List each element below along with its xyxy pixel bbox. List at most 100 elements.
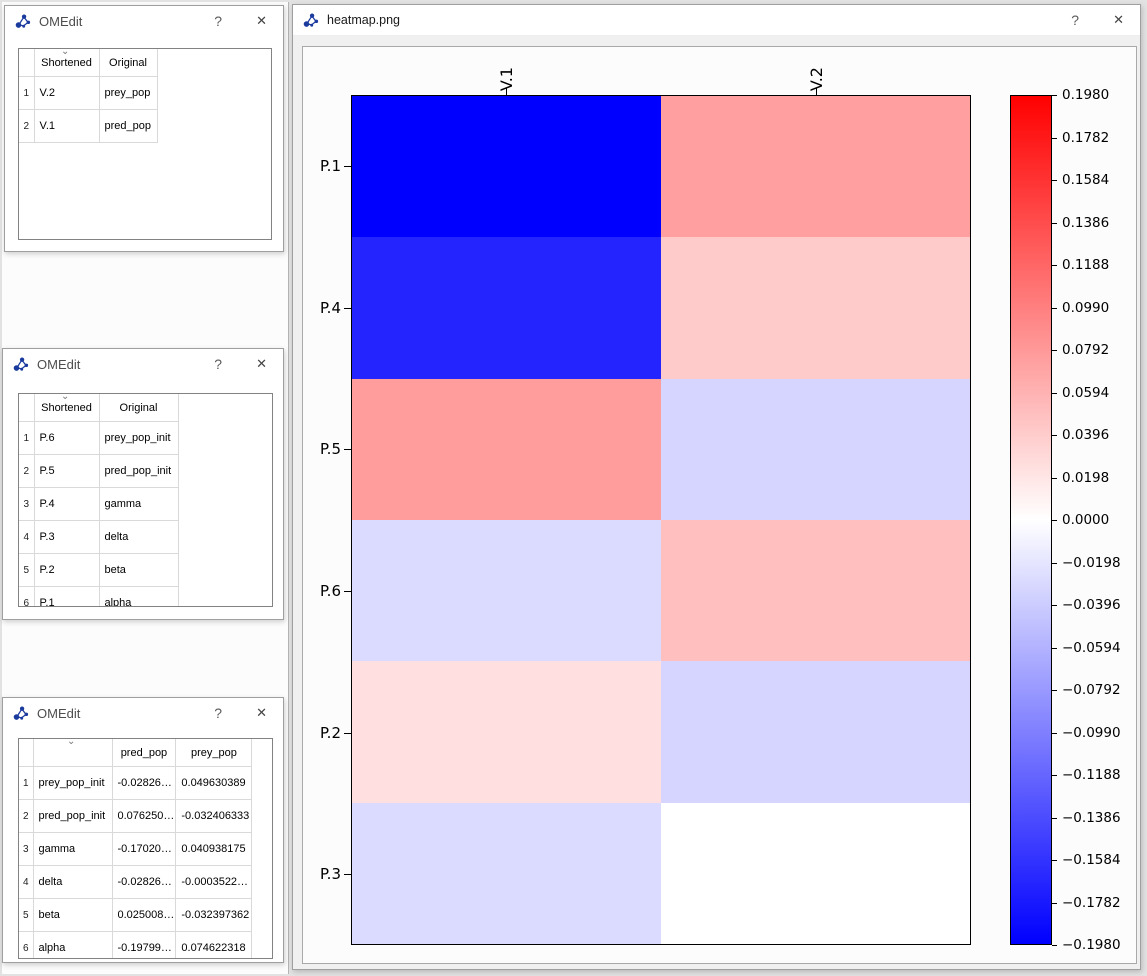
table-cell[interactable]: P.4 <box>34 487 100 521</box>
colorbar-tick-label: −0.0990 <box>1062 724 1121 741</box>
table-row[interactable]: 1 prey_pop_init -0.02826… 0.049630389 <box>19 766 253 800</box>
window-title: OMEdit <box>39 13 83 29</box>
table-cell[interactable]: 0.076250… <box>112 799 177 833</box>
y-axis-tick <box>344 590 351 593</box>
column-header-original[interactable]: Original <box>99 394 179 422</box>
heatmap-cell-P.5-V.2 <box>661 378 970 520</box>
omedit-logo-icon <box>12 704 30 722</box>
colorbar-tick <box>1052 945 1057 947</box>
table-cell[interactable]: -0.0003522… <box>175 865 253 899</box>
table-cell[interactable]: prey_pop_init <box>99 421 179 455</box>
heatmap-grid <box>351 95 971 945</box>
table-row[interactable]: 3 gamma -0.17020… 0.040938175 <box>19 832 253 866</box>
table-cell[interactable]: 0.025008… <box>112 898 177 932</box>
help-button[interactable]: ? <box>1071 12 1080 28</box>
heatmap-row-label: P.1 <box>319 156 341 175</box>
colorbar-tick-label: −0.1782 <box>1062 894 1121 911</box>
table-cell[interactable]: -0.032406333 <box>175 799 253 833</box>
table-cell[interactable]: V.2 <box>34 76 100 110</box>
column-header-pred-pop[interactable]: pred_pop <box>112 739 177 767</box>
table-cell[interactable]: V.1 <box>34 109 100 143</box>
table-cell[interactable]: -0.02826… <box>112 766 177 800</box>
omedit-logo-icon <box>302 11 320 29</box>
table-row[interactable]: 6 alpha -0.19799… 0.074622318 <box>19 931 253 958</box>
sensitivities-table: ⌄ pred_pop prey_pop 1 prey_pop_init -0.028… <box>18 738 273 959</box>
close-button[interactable]: ✕ <box>256 705 267 720</box>
column-header-prey-pop[interactable]: prey_pop <box>175 739 253 767</box>
colorbar-tick-label: −0.1584 <box>1062 852 1121 868</box>
colorbar-tick-label: −0.0396 <box>1062 597 1121 613</box>
close-button[interactable]: ✕ <box>256 13 267 28</box>
table-cell[interactable]: P.5 <box>34 454 100 488</box>
heatmap-cell-P.3-V.2 <box>661 802 970 944</box>
table-cell[interactable]: 0.049630389 <box>175 766 253 800</box>
table-cell[interactable]: alpha <box>99 586 179 606</box>
table-cell[interactable]: delta <box>33 865 113 899</box>
omedit-logo-icon <box>12 355 30 373</box>
table-row[interactable]: 6 P.1 alpha <box>19 586 179 606</box>
colorbar-tick <box>1052 265 1057 267</box>
table-cell[interactable]: prey_pop_init <box>33 766 113 800</box>
column-header-name[interactable] <box>33 739 113 767</box>
table-cell[interactable]: P.2 <box>34 553 100 587</box>
colorbar-tick <box>1052 350 1057 352</box>
table-row[interactable]: 4 delta -0.02826… -0.0003522… <box>19 865 253 899</box>
colorbar-tick <box>1052 477 1057 479</box>
colorbar-tick <box>1052 95 1057 97</box>
window-titlebar[interactable]: OMEdit ? ✕ <box>5 6 283 36</box>
y-axis-tick <box>344 874 351 876</box>
window-titlebar[interactable]: heatmap.png ? ✕ <box>293 5 1140 36</box>
column-header-original[interactable]: Original <box>99 49 158 77</box>
column-header-shortened[interactable]: Shortened <box>34 49 100 77</box>
table-cell[interactable]: 0.074622318 <box>175 931 253 958</box>
colorbar-tick <box>1052 435 1057 437</box>
column-header-shortened[interactable]: Shortened <box>34 394 100 422</box>
table-cell[interactable]: prey_pop <box>99 76 158 110</box>
table-cell[interactable]: -0.032397362 <box>175 898 253 932</box>
close-button[interactable]: ✕ <box>256 356 267 371</box>
table-cell[interactable]: gamma <box>33 832 113 866</box>
close-button[interactable]: ✕ <box>1113 12 1124 27</box>
table-cell[interactable]: P.3 <box>34 520 100 554</box>
colorbar-tick-label: 0.1386 <box>1062 214 1110 231</box>
table-cell[interactable]: -0.02826… <box>112 865 177 899</box>
table-cell[interactable]: gamma <box>99 487 179 521</box>
table-row[interactable]: 2 V.1 pred_pop <box>19 109 158 143</box>
window-titlebar[interactable]: OMEdit ? ✕ <box>3 698 283 728</box>
help-button[interactable]: ? <box>214 705 223 721</box>
table-cell[interactable]: 0.040938175 <box>175 832 253 866</box>
help-button[interactable]: ? <box>214 356 223 372</box>
table-cell[interactable]: beta <box>99 553 179 587</box>
table-cell[interactable]: -0.19799… <box>112 931 177 958</box>
table-cell[interactable]: -0.17020… <box>112 832 177 866</box>
heatmap-cell-P.1-V.1 <box>352 96 661 238</box>
window-titlebar[interactable]: OMEdit ? ✕ <box>3 349 283 379</box>
table-cell[interactable]: pred_pop_init <box>33 799 113 833</box>
table-row[interactable]: 2 P.5 pred_pop_init <box>19 454 179 488</box>
table-cell[interactable]: alpha <box>33 931 113 958</box>
table-cell[interactable]: P.1 <box>34 586 100 606</box>
help-button[interactable]: ? <box>214 13 223 29</box>
table-cell[interactable]: beta <box>33 898 113 932</box>
colorbar-tick <box>1052 732 1057 734</box>
table-row[interactable]: 2 pred_pop_init 0.076250… -0.032406333 <box>19 799 253 833</box>
table-row[interactable]: 1 P.6 prey_pop_init <box>19 421 179 455</box>
table-cell[interactable]: P.6 <box>34 421 100 455</box>
table-row[interactable]: 1 V.2 prey_pop <box>19 76 158 110</box>
heatmap-cell-P.6-V.1 <box>352 519 661 662</box>
colorbar-tick-label: −0.0198 <box>1062 554 1121 571</box>
colorbar <box>1010 95 1052 945</box>
table-cell[interactable]: pred_pop <box>99 109 158 143</box>
corner-header <box>19 49 35 77</box>
row-number: 6 <box>19 931 34 958</box>
table-row[interactable]: 5 beta 0.025008… -0.032397362 <box>19 898 253 932</box>
table-row[interactable]: 5 P.2 beta <box>19 553 179 587</box>
table-row[interactable]: 3 P.4 gamma <box>19 487 179 521</box>
table-row[interactable]: 4 P.3 delta <box>19 520 179 554</box>
table-cell[interactable]: delta <box>99 520 179 554</box>
table-cell[interactable]: pred_pop_init <box>99 454 179 488</box>
colorbar-tick <box>1052 222 1057 224</box>
colorbar-tick <box>1052 817 1057 819</box>
colorbar-tick <box>1052 562 1057 564</box>
